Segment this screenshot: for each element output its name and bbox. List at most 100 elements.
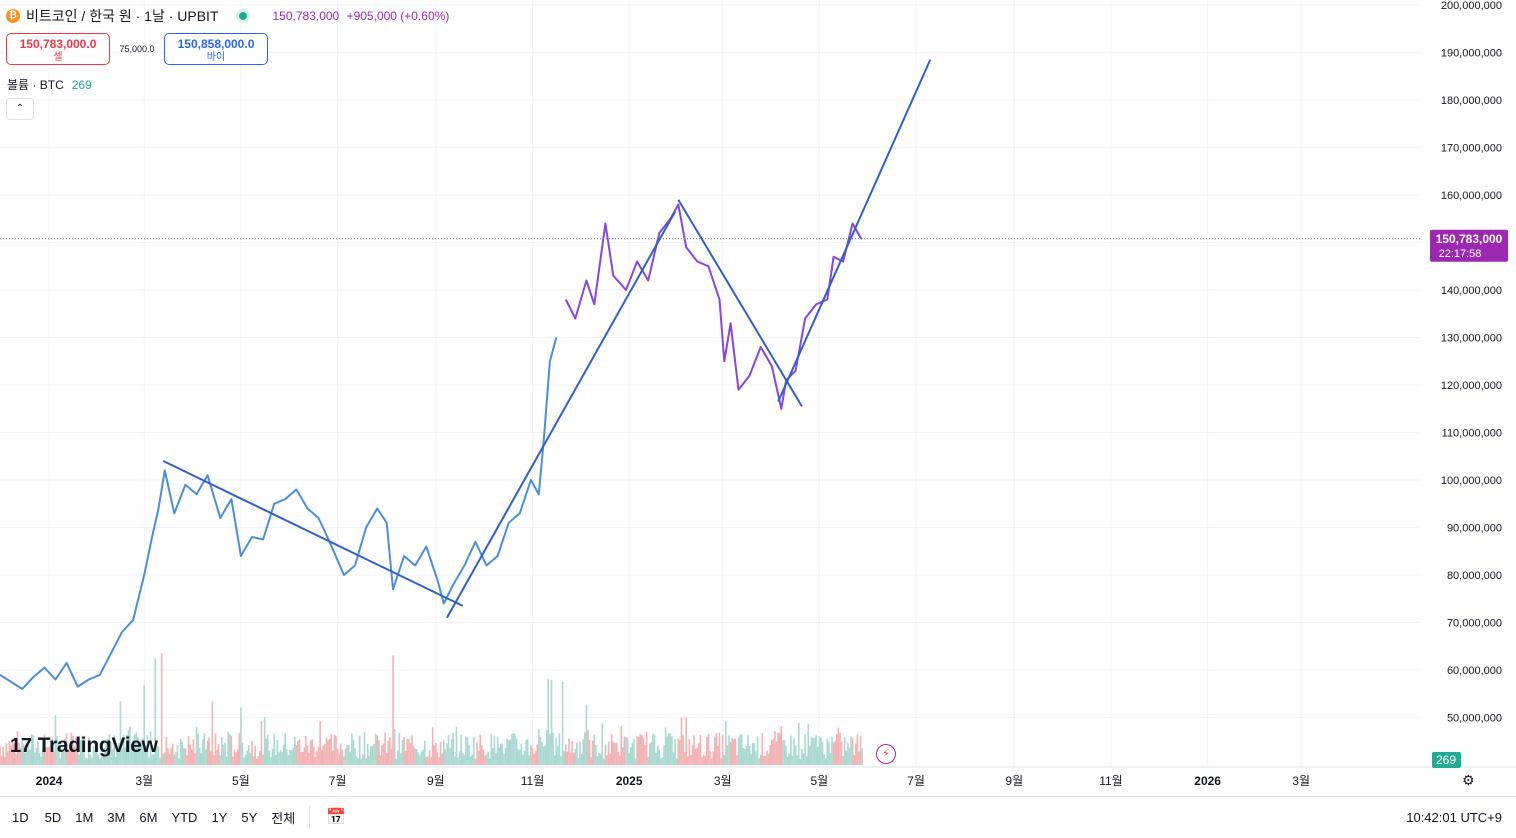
volume-bar (57, 741, 60, 765)
time-tick-label: 2025 (616, 774, 643, 788)
volume-bar (653, 734, 656, 765)
volume-bar (103, 747, 106, 765)
volume-bar (564, 744, 567, 765)
volume-bar (29, 749, 31, 765)
volume-bar (572, 752, 575, 765)
volume-bar (701, 757, 703, 765)
volume-bar (133, 734, 136, 765)
range-1y[interactable]: 1Y (211, 809, 228, 825)
volume-bar (127, 730, 130, 765)
volume-bar (435, 742, 437, 765)
price-tick-label: 120,000,000 (1441, 380, 1502, 392)
volume-bar (11, 740, 14, 765)
volume-bar (328, 738, 331, 765)
volume-bar (796, 755, 798, 765)
range-5d[interactable]: 5D (44, 809, 62, 825)
time-axis[interactable]: 2024 3월 5월 7월 9월 11월 2025 3월 5월 7월 9월 11월 2026 3월 (0, 766, 1516, 788)
volume-bar (534, 751, 537, 765)
volume-bar (490, 733, 493, 765)
volume-bar (511, 734, 513, 765)
trend-line (777, 59, 932, 403)
volume-bar (21, 740, 23, 765)
volume-bar (276, 740, 279, 765)
go-to-date-icon[interactable]: 📅 (326, 809, 347, 826)
volume-bar (663, 745, 665, 765)
range-1d[interactable]: 1D (12, 809, 29, 825)
trend-lines[interactable] (162, 59, 932, 619)
volume-bar (590, 757, 592, 765)
volume-bar (119, 701, 122, 765)
volume-bar (73, 746, 76, 765)
range-6m[interactable]: 6M (139, 809, 158, 825)
volume-bar (194, 752, 196, 765)
volume-bar (628, 752, 630, 765)
volume-bar (363, 732, 366, 765)
price-tick-label: 60,000,000 (1447, 665, 1502, 677)
volume-bar (420, 751, 423, 765)
volume-bar (398, 732, 401, 765)
symbol-title[interactable]: 비트코인 / 한국 원 · 1날 · UPBIT (26, 8, 219, 24)
volume-bar (423, 740, 426, 765)
volume-bar (660, 758, 662, 765)
volume-bar (317, 746, 320, 765)
volume-bar (395, 758, 398, 765)
tradingview-logo[interactable]: 17 TradingView (10, 734, 158, 758)
volume-bar (292, 747, 294, 765)
range-1m[interactable]: 1M (75, 809, 94, 825)
price-badge-price: 150,783,000 (1436, 232, 1503, 246)
volume-bar (531, 747, 534, 765)
volume-bar (482, 749, 485, 765)
volume-bar (717, 745, 719, 765)
range-all[interactable]: 전체 (271, 810, 296, 826)
volume-bar (347, 744, 350, 765)
volume-bar (303, 747, 306, 765)
time-tick-label: 3월 (1292, 774, 1310, 788)
volume-bar (293, 737, 296, 765)
volume-bar (26, 750, 28, 765)
settings-icon[interactable]: ⚙ (1462, 772, 1475, 788)
volume-bar (225, 756, 228, 765)
volume-bar (625, 736, 627, 765)
volume-legend[interactable]: 볼륨 · BTC 269 (7, 76, 92, 93)
volume-bar (512, 733, 515, 765)
range-3m[interactable]: 3M (107, 809, 126, 825)
lightning-icon[interactable]: ⚡ (876, 744, 896, 764)
volume-bar (672, 752, 675, 765)
volume-bar (802, 753, 805, 765)
range-ytd[interactable]: YTD (171, 809, 198, 825)
volume-bar (227, 731, 230, 765)
volume-bar (224, 742, 226, 765)
volume-bar (56, 735, 58, 765)
volume-bar (473, 737, 475, 765)
volume-bar (16, 731, 19, 765)
volume-bar (569, 752, 572, 765)
volume-bar (734, 738, 737, 765)
volume-bar (284, 733, 287, 765)
volume-bar (468, 744, 470, 765)
volume-bar (87, 736, 90, 765)
volume-bar (769, 744, 772, 765)
collapse-legend-button[interactable]: ⌃ (6, 98, 34, 120)
symbol-legend[interactable]: ₿ 비트코인 / 한국 원 · 1날 · UPBIT 150,783,000 +… (6, 6, 453, 26)
volume-bar (786, 756, 789, 765)
volume-bar (504, 747, 507, 765)
volume-bar (471, 754, 474, 765)
volume-bar (469, 756, 472, 765)
sell-button[interactable]: 150,783,000.0 셀 (6, 33, 110, 65)
volume-bar (102, 755, 104, 765)
volume-bar (438, 757, 440, 765)
volume-bar (137, 736, 139, 765)
clock[interactable]: 10:42:01 UTC+9 (1406, 809, 1502, 825)
volume-bar (824, 758, 827, 765)
range-5y[interactable]: 5Y (241, 809, 258, 825)
buy-button[interactable]: 150,858,000.0 바이 (164, 33, 268, 65)
volume-bar (8, 741, 11, 765)
volume-bar (607, 741, 610, 765)
volume-bar (450, 739, 453, 765)
volume-bar (861, 748, 863, 765)
volume-bar (433, 745, 436, 765)
price-axis[interactable]: 50,000,000 60,000,000 70,000,000 80,000,000… (1441, 0, 1502, 725)
volume-bar (493, 735, 496, 765)
volume-bar (414, 748, 417, 765)
